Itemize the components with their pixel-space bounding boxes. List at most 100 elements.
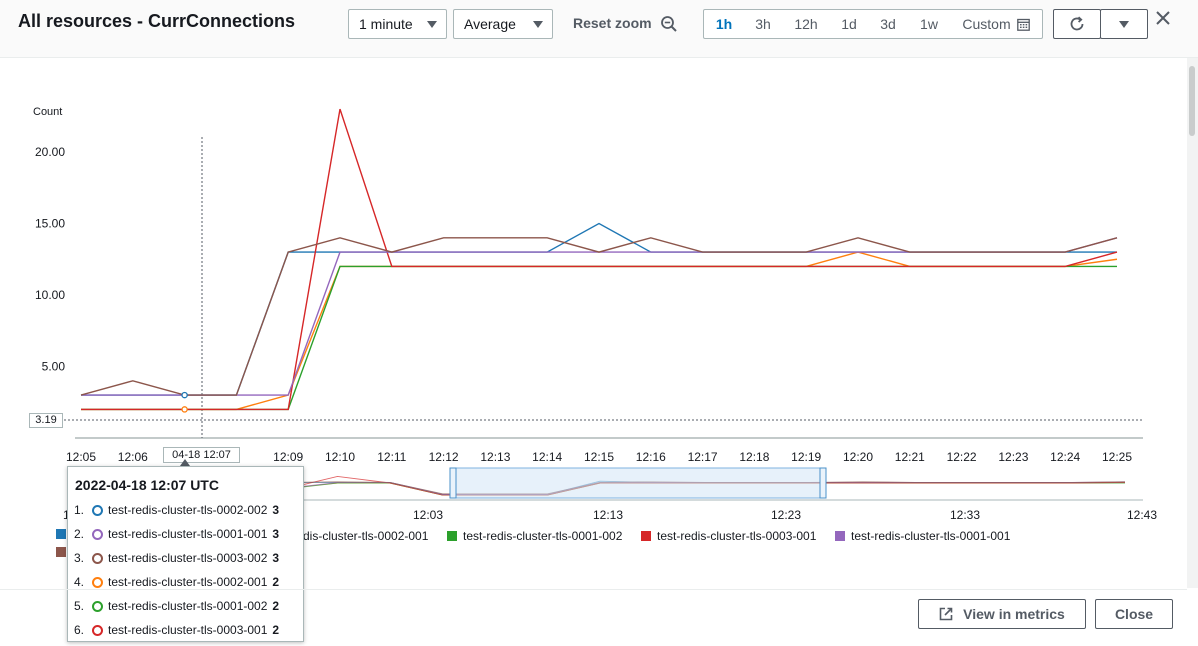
x-tick-label: 12:22 — [947, 450, 977, 464]
series-line-5 — [81, 237, 1118, 396]
x-tick-label: 12:05 — [66, 450, 96, 464]
tooltip-series-name: test-redis-cluster-tls-0003-002 — [108, 551, 268, 565]
x-tick-label: 12:21 — [895, 450, 925, 464]
x-tick-label: 12:13 — [480, 450, 510, 464]
modal-header: All resources - CurrConnections 1 minute… — [0, 0, 1198, 58]
x-tick-label: 12:06 — [118, 450, 148, 464]
footer-divider — [0, 589, 1187, 590]
x-tick-label: 12:10 — [325, 450, 355, 464]
tooltip-series-name: test-redis-cluster-tls-0002-001 — [108, 575, 268, 589]
navigator-tick-label: 12:33 — [950, 508, 980, 522]
x-tick-label: 12:17 — [688, 450, 718, 464]
y-tick-label: 15.00 — [35, 217, 65, 231]
tooltip-row: 5. test-redis-cluster-tls-0001-002 2 — [74, 598, 279, 614]
calendar-icon — [1016, 18, 1030, 31]
x-tick-label: 12:12 — [429, 450, 459, 464]
period-select[interactable]: 1 minute — [348, 9, 447, 39]
navigator-left-handle[interactable] — [449, 467, 457, 499]
tooltip-row: 2. test-redis-cluster-tls-0001-001 3 — [74, 526, 279, 542]
view-in-metrics-label: View in metrics — [963, 606, 1065, 622]
legend-label: test-redis-cluster-tls-0003-001 — [657, 529, 817, 543]
y-tick-label: 20.00 — [35, 145, 65, 159]
tooltip-series-value: 2 — [272, 599, 280, 613]
tooltip-arrow — [180, 459, 190, 466]
x-tick-label: 12:19 — [791, 450, 821, 464]
hover-y-value-tag: 3.19 — [29, 413, 63, 428]
y-tick-label: 10.00 — [35, 288, 65, 302]
x-tick-label: 12:16 — [636, 450, 666, 464]
series-marker-icon — [92, 624, 103, 636]
tooltip-title: 2022-04-18 12:07 UTC — [75, 477, 219, 493]
tooltip-row-number: 1. — [74, 503, 85, 517]
legend-swatch — [447, 531, 457, 541]
tooltip-series-value: 2 — [272, 575, 280, 589]
hover-point — [181, 391, 188, 399]
external-link-icon — [939, 607, 953, 621]
navigator-right-handle[interactable] — [819, 467, 827, 499]
series-marker-icon — [92, 600, 103, 612]
scrollbar[interactable] — [1187, 58, 1198, 588]
navigator-tick-label: 12:03 — [413, 508, 443, 522]
legend-item[interactable]: test-redis-cluster-tls-0003-001 — [641, 529, 816, 543]
tooltip-series-value: 3 — [272, 503, 280, 517]
hover-x-value-tag: 04-18 12:07 — [163, 447, 240, 463]
range-3h-button[interactable]: 3h — [755, 16, 771, 32]
close-label: Close — [1114, 606, 1154, 622]
view-in-metrics-button[interactable]: View in metrics — [918, 599, 1086, 629]
statistic-select[interactable]: Average — [453, 9, 553, 39]
reset-zoom-button[interactable]: Reset zoom — [573, 15, 652, 31]
period-value: 1 minute — [359, 16, 413, 32]
x-tick-label: 12:20 — [843, 450, 873, 464]
y-tick-label: 5.00 — [42, 360, 66, 374]
caret-down-icon — [1119, 21, 1129, 28]
range-1d-button[interactable]: 1d — [841, 16, 857, 32]
x-tick-label: 12:24 — [1050, 450, 1080, 464]
legend-swatch — [835, 531, 845, 541]
legend-item[interactable] — [56, 529, 72, 539]
range-1h-button[interactable]: 1h — [715, 16, 733, 32]
x-tick-label: 12:23 — [998, 450, 1028, 464]
x-tick-label: 12:18 — [739, 450, 769, 464]
legend-label: test-redis-cluster-tls-0001-001 — [851, 529, 1011, 543]
series-line-4 — [81, 108, 1118, 411]
series-marker-icon — [92, 528, 103, 540]
navigator-selection[interactable] — [452, 467, 824, 499]
zoom-out-icon[interactable] — [660, 15, 678, 33]
x-tick-label: 12:09 — [273, 450, 303, 464]
scrollbar-thumb[interactable] — [1189, 66, 1195, 136]
navigator-start-label: 1 — [63, 508, 70, 522]
series-line-2 — [81, 251, 1118, 411]
series-marker-icon — [92, 576, 103, 588]
range-custom-button[interactable]: Custom — [950, 10, 1042, 38]
navigator-tick-label: 12:23 — [771, 508, 801, 522]
x-tick-label: 12:15 — [584, 450, 614, 464]
range-12h-button[interactable]: 12h — [794, 16, 818, 32]
tooltip-series-value: 3 — [272, 527, 280, 541]
close-icon[interactable] — [1154, 9, 1172, 27]
custom-label: Custom — [962, 16, 1011, 32]
tooltip-series-name: test-redis-cluster-tls-0002-002 — [108, 503, 268, 517]
refresh-icon — [1070, 16, 1084, 31]
series-line-6 — [80, 237, 1118, 396]
close-button[interactable]: Close — [1095, 599, 1173, 629]
legend-swatch — [56, 547, 66, 557]
tooltip-series-value: 3 — [272, 551, 280, 565]
tooltip-row: 3. test-redis-cluster-tls-0003-002 3 — [74, 550, 279, 566]
legend-item[interactable]: dis-cluster-tls-0002-001 — [303, 529, 428, 543]
tooltip-row-number: 6. — [74, 623, 85, 637]
caret-down-icon — [533, 21, 543, 28]
y-axis-label: Count — [33, 106, 62, 118]
legend-label: test-redis-cluster-tls-0001-002 — [463, 529, 623, 543]
legend-item[interactable]: test-redis-cluster-tls-0001-001 — [835, 529, 1010, 543]
legend-label: dis-cluster-tls-0002-001 — [303, 529, 429, 543]
refresh-button[interactable] — [1053, 9, 1101, 39]
navigator-tick-label: 12:43 — [1127, 508, 1157, 522]
tooltip-series-name: test-redis-cluster-tls-0003-001 — [108, 623, 268, 637]
legend-item[interactable]: test-redis-cluster-tls-0001-002 — [447, 529, 622, 543]
tooltip-series-name: test-redis-cluster-tls-0001-001 — [108, 527, 268, 541]
range-1w-button[interactable]: 1w — [920, 16, 938, 32]
range-3d-button[interactable]: 3d — [880, 16, 896, 32]
legend-swatch — [641, 531, 651, 541]
refresh-options-button[interactable] — [1100, 9, 1148, 39]
legend-item[interactable] — [56, 547, 72, 557]
